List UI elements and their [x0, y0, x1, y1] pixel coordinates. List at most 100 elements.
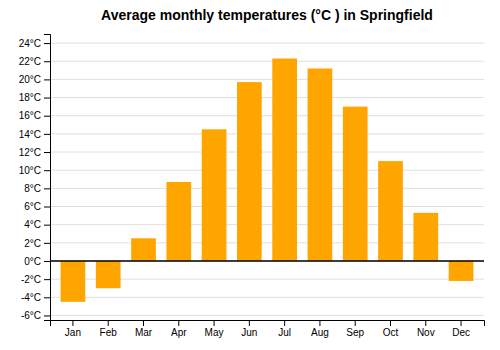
tick-label: Jan: [65, 327, 81, 338]
tick-mark: [44, 225, 50, 226]
y-tick: 0°C: [24, 256, 50, 267]
y-tick: 24°C: [19, 38, 50, 49]
tick-label: Feb: [100, 327, 118, 338]
grid-line: [50, 315, 484, 316]
tick-mark: [44, 116, 50, 117]
axis-line: [51, 321, 485, 327]
tick-label: May: [205, 327, 224, 338]
x-tick: Feb: [100, 320, 118, 338]
tick-label: 4°C: [24, 219, 41, 230]
bar: [449, 261, 474, 281]
tick-mark: [390, 320, 391, 326]
tick-label: 12°C: [19, 147, 41, 158]
grid-line: [50, 115, 484, 116]
tick-label: Oct: [383, 327, 399, 338]
tick-label: -6°C: [21, 310, 41, 321]
tick-mark: [44, 79, 50, 80]
tick-label: Aug: [311, 327, 329, 338]
axis-line: [44, 35, 51, 321]
bar: [378, 161, 403, 261]
grid-line: [50, 133, 484, 134]
grid-line: [50, 170, 484, 171]
tick-label: 0°C: [24, 256, 41, 267]
y-tick: -4°C: [21, 292, 50, 303]
x-tick: Mar: [135, 320, 153, 338]
grid-line: [50, 43, 484, 44]
y-axis: -6°C -4°C -2°C 0°C 2°C 4°C 6°C 8°C 10°C 12°C 14°C 1…: [19, 35, 51, 322]
y-tick: 20°C: [19, 74, 50, 85]
y-tick: 10°C: [19, 165, 50, 176]
bar: [166, 182, 191, 261]
x-tick: Sep: [346, 320, 364, 338]
x-tick: Dec: [452, 320, 470, 338]
tick-mark: [425, 320, 426, 326]
tick-label: 8°C: [24, 183, 41, 194]
tick-label: -4°C: [21, 292, 41, 303]
tick-label: Jul: [278, 327, 291, 338]
bar: [308, 69, 333, 261]
y-tick: 12°C: [19, 147, 50, 158]
y-tick: 18°C: [19, 92, 50, 103]
tick-mark: [284, 320, 285, 326]
x-tick: May: [205, 320, 224, 338]
tick-mark: [44, 43, 50, 44]
bar: [413, 213, 438, 261]
bar: [202, 129, 227, 261]
y-tick: 22°C: [19, 56, 50, 67]
y-tick: -2°C: [21, 274, 50, 285]
tick-mark: [44, 152, 50, 153]
grid-line: [50, 152, 484, 153]
grid-line: [50, 260, 484, 261]
x-tick: Jul: [278, 320, 291, 338]
bar: [61, 261, 86, 302]
grid-line: [50, 297, 484, 298]
x-axis: Jan Feb Mar Apr May Jun Jul Aug Sep Oct Nov Dec: [51, 320, 485, 338]
tick-mark: [44, 61, 50, 62]
bar: [343, 107, 368, 261]
y-tick: -6°C: [21, 310, 50, 321]
tick-mark: [44, 243, 50, 244]
tick-mark: [44, 188, 50, 189]
bar: [131, 238, 156, 261]
y-tick: 8°C: [24, 183, 50, 194]
y-tick: 4°C: [24, 219, 50, 230]
tick-mark: [44, 279, 50, 280]
tick-mark: [44, 297, 50, 298]
x-tick: Oct: [383, 320, 399, 338]
tick-label: 16°C: [19, 110, 41, 121]
x-tick: Jun: [241, 320, 257, 338]
grid-line: [50, 61, 484, 62]
tick-mark: [44, 98, 50, 99]
grid: [50, 43, 484, 315]
bar: [237, 82, 262, 261]
grid-line: [50, 79, 484, 80]
bar: [96, 261, 121, 288]
tick-mark: [72, 320, 73, 326]
y-tick: 14°C: [19, 129, 50, 140]
chart: -6°C -4°C -2°C 0°C 2°C 4°C 6°C 8°C 10°C 12°C 14°C 1…: [0, 0, 500, 350]
tick-mark: [319, 320, 320, 326]
tick-mark: [108, 320, 109, 326]
bar: [272, 59, 297, 261]
tick-label: 6°C: [24, 201, 41, 212]
tick-mark: [461, 320, 462, 326]
tick-label: 10°C: [19, 165, 41, 176]
tick-label: Dec: [452, 327, 470, 338]
y-tick: 6°C: [24, 201, 50, 212]
tick-label: Apr: [171, 327, 187, 338]
zero-line: [50, 260, 484, 262]
x-tick: Apr: [171, 320, 187, 338]
tick-mark: [44, 170, 50, 171]
grid-line: [50, 97, 484, 98]
tick-mark: [143, 320, 144, 326]
tick-label: Sep: [346, 327, 364, 338]
tick-label: Nov: [417, 327, 435, 338]
tick-label: 22°C: [19, 56, 41, 67]
tick-mark: [249, 320, 250, 326]
title: Average monthly temperatures (°C ) in Sp…: [101, 7, 433, 23]
tick-mark: [214, 320, 215, 326]
tick-mark: [44, 315, 50, 316]
tick-label: 2°C: [24, 238, 41, 249]
y-tick: 16°C: [19, 110, 50, 121]
x-tick: Jan: [65, 320, 81, 338]
